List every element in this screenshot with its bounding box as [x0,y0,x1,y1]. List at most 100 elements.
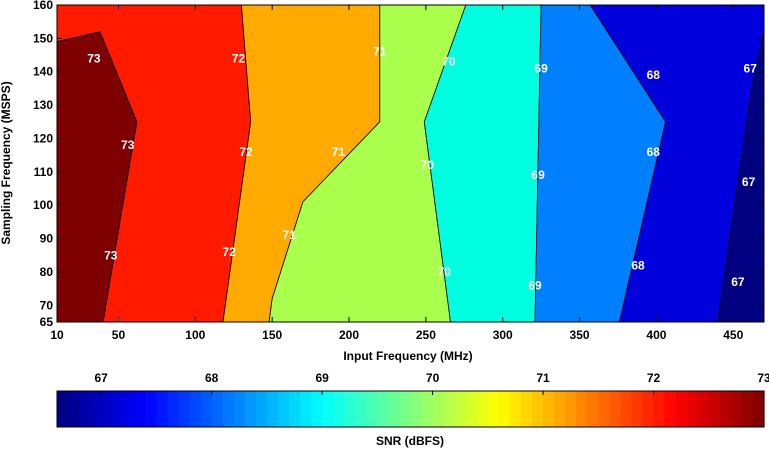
colorbar-swatch [741,391,754,427]
colorbar-swatch [554,391,566,427]
colorbar-swatch [565,391,577,427]
colorbar-swatch [167,391,180,427]
colorbar-swatch [487,391,500,427]
colorbar-swatch [277,391,290,427]
contour-label: 71 [332,145,346,159]
contour-label: 68 [647,68,661,82]
colorbar-frame [56,390,765,428]
x-tick-label: 100 [185,328,205,342]
colorbar-swatch [520,391,533,427]
x-axis-label: Input Frequency (MHz) [343,349,472,363]
colorbar-swatch [421,391,434,427]
colorbar-swatch [432,391,445,427]
colorbar-swatch [686,391,699,427]
colorbar-swatch [454,391,467,427]
colorbar-tick-label: 68 [205,371,219,385]
colorbar-swatch [189,391,202,427]
colorbar-swatch [355,391,367,427]
colorbar-swatch [752,391,765,427]
colorbar-swatch [300,391,312,427]
colorbar-swatch [90,391,102,427]
x-tick-label: 350 [570,328,590,342]
colorbar-swatch [576,391,588,427]
colorbar-swatch [311,391,323,427]
colorbar-swatch [222,391,235,427]
y-tick-label: 90 [40,232,54,246]
colorbar-swatch [465,391,478,427]
x-tick-label: 200 [339,328,359,342]
colorbar-swatch [697,391,710,427]
colorbar-swatch [609,391,621,427]
colorbar-swatch [322,391,334,427]
contour-label: 69 [531,168,545,182]
y-tick-label: 160 [33,0,53,12]
contour-labels: 73 73 73 72 72 72 71 71 71 70 70 70 69 69 69 68 68 68 67 67… [87,45,757,293]
colorbar-tick-label: 72 [647,371,661,385]
x-axis-ticks: 10 50 100 150 200 250 300 350 400 450 [50,5,744,342]
contour-label: 71 [373,45,387,59]
colorbar-swatch [532,391,544,427]
colorbar-swatch [410,391,423,427]
x-tick-label: 300 [493,328,513,342]
x-tick-label: 400 [646,328,666,342]
contour-label: 69 [534,61,548,75]
colorbar-swatch [255,391,268,427]
contour-label: 68 [631,258,645,272]
colorbar-swatch [377,391,390,427]
x-tick-label: 450 [723,328,743,342]
colorbar-swatch [498,391,511,427]
y-tick-label: 80 [40,265,54,279]
colorbar-swatch [399,391,412,427]
contour-label: 68 [647,145,661,159]
colorbar-swatch [333,391,345,427]
colorbar-swatch [708,391,721,427]
colorbar-swatch [509,391,522,427]
colorbar-swatch [200,391,213,427]
colorbar-swatch [642,391,655,427]
y-tick-label: 65 [40,315,54,329]
y-tick-label: 70 [40,298,54,312]
contour-label: 72 [232,51,246,65]
x-tick-label: 250 [416,328,436,342]
colorbar-swatch [664,391,677,427]
x-tick-label: 150 [262,328,282,342]
colorbar-swatch [68,391,80,427]
colorbar-label: SNR (dBFS) [376,434,444,448]
colorbar-swatch [598,391,610,427]
colorbar-swatch [112,391,124,427]
x-tick-label: 10 [50,328,64,342]
colorbar-swatch [178,391,191,427]
colorbar-swatch [233,391,246,427]
contour-label: 73 [87,51,101,65]
x-tick-label: 50 [112,328,126,342]
contour-label: 70 [421,158,435,172]
colorbar-ticks: 67 68 69 70 71 72 73 [95,371,769,395]
y-tick-label: 110 [34,165,54,179]
contour-label: 67 [744,61,758,75]
colorbar-swatch [123,391,135,427]
colorbar-tick-label: 70 [426,371,440,385]
colorbar-swatch [631,391,644,427]
colorbar-swatch [344,391,356,427]
colorbar-swatch [101,391,113,427]
contour-label: 70 [442,55,456,69]
y-axis-label: Sampling Frequency (MSPS) [0,81,13,244]
colorbar-tick-label: 73 [757,371,769,385]
contour-label: 69 [528,278,542,292]
colorbar-swatch [211,391,224,427]
contour-regions [57,5,764,322]
colorbar-swatch [443,391,456,427]
colorbar-swatch [366,391,378,427]
contour-label: 70 [438,265,452,279]
colorbar-swatch [244,391,257,427]
colorbar-swatch [288,391,301,427]
contour-label: 73 [104,248,118,262]
colorbar-swatch [543,391,555,427]
colorbar-swatch [145,391,158,427]
plot-frame [56,4,765,323]
y-tick-label: 140 [33,65,53,79]
colorbar-swatch [266,391,279,427]
colorbar-swatch [388,391,401,427]
contour-label: 71 [282,228,296,242]
